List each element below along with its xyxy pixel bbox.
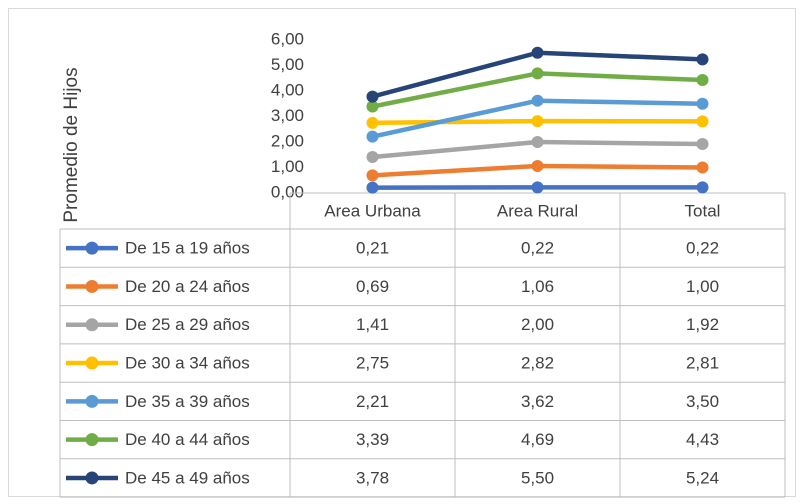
legend-marker <box>85 356 99 370</box>
x-tick-label: Area Urbana <box>324 201 421 220</box>
data-point <box>531 181 544 194</box>
table-value: 0,21 <box>356 239 389 258</box>
legend-marker <box>85 241 99 255</box>
table-value: 1,06 <box>521 277 554 296</box>
table-value: 0,22 <box>686 239 719 258</box>
x-tick-label: Area Rural <box>497 201 578 220</box>
table-value: 1,92 <box>686 315 719 334</box>
table-value: 1,41 <box>356 315 389 334</box>
table-value: 3,62 <box>521 392 554 411</box>
data-point <box>366 181 379 194</box>
data-point <box>366 116 379 129</box>
table-value: 5,24 <box>686 468 719 487</box>
data-point <box>696 115 709 128</box>
y-tick-label: 6,00 <box>271 29 304 48</box>
table-value: 0,69 <box>356 277 389 296</box>
data-point <box>531 46 544 59</box>
data-point <box>366 169 379 182</box>
legend-label: De 30 a 34 años <box>125 354 250 373</box>
data-point <box>696 53 709 66</box>
data-point <box>531 67 544 80</box>
table-value: 0,22 <box>521 239 554 258</box>
y-tick-label: 1,00 <box>271 157 304 176</box>
x-tick-label: Total <box>685 201 721 220</box>
legend-marker <box>85 394 99 408</box>
y-tick-label: 2,00 <box>271 131 304 150</box>
table-value: 4,69 <box>521 430 554 449</box>
table-value: 3,39 <box>356 430 389 449</box>
data-point <box>696 97 709 110</box>
table-value: 2,00 <box>521 315 554 334</box>
y-tick-label: 4,00 <box>271 80 304 99</box>
table-value: 2,81 <box>686 354 719 373</box>
table-value: 3,50 <box>686 392 719 411</box>
y-tick-label: 0,00 <box>271 182 304 201</box>
data-point <box>696 181 709 194</box>
y-tick-label: 5,00 <box>271 55 304 74</box>
table-value: 2,75 <box>356 354 389 373</box>
data-point <box>531 136 544 148</box>
table-value: 2,21 <box>356 392 389 411</box>
legend-label: De 45 a 49 años <box>125 468 250 487</box>
legend-marker <box>85 471 99 485</box>
data-point <box>696 138 709 151</box>
data-point <box>366 151 379 164</box>
data-point <box>696 161 709 174</box>
data-point <box>531 115 544 128</box>
legend-label: De 40 a 44 años <box>125 430 250 449</box>
legend-label: De 35 a 39 años <box>125 392 250 411</box>
data-point <box>531 94 544 107</box>
data-point <box>696 74 709 87</box>
legend-marker <box>85 279 99 293</box>
table-value: 3,78 <box>356 468 389 487</box>
table-value: 4,43 <box>686 430 719 449</box>
legend-marker <box>85 433 99 447</box>
legend-label: De 25 a 29 años <box>125 315 250 334</box>
data-point <box>531 159 544 172</box>
y-axis-label: Promedio de Hijos <box>61 67 82 222</box>
data-point <box>366 100 379 113</box>
legend-marker <box>85 318 99 332</box>
data-point <box>366 130 379 143</box>
y-tick-label: 3,00 <box>271 106 304 125</box>
legend-label: De 20 a 24 años <box>125 277 250 296</box>
table-value: 1,00 <box>686 277 719 296</box>
data-point <box>366 90 379 103</box>
legend-label: De 15 a 19 años <box>125 239 250 258</box>
table-value: 2,82 <box>521 354 554 373</box>
table-value: 5,50 <box>521 468 554 487</box>
